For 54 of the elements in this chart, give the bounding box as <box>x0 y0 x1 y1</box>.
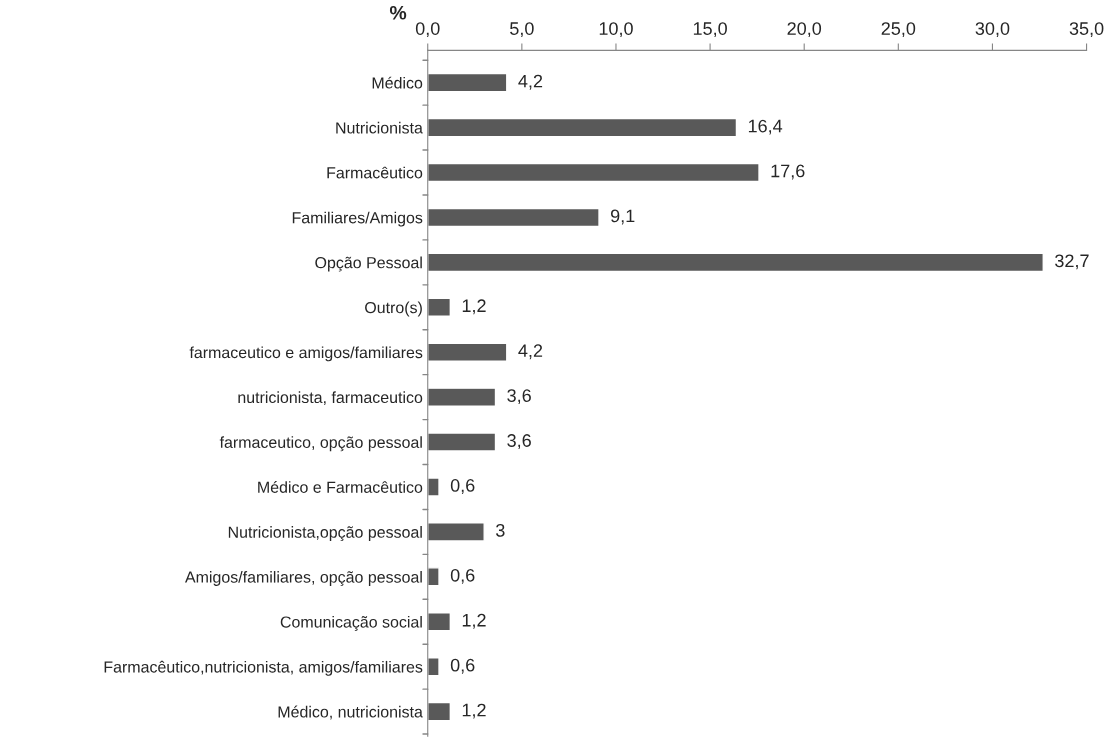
x-tick-label: 35,0 <box>1069 22 1104 38</box>
bar <box>427 477 440 497</box>
bar <box>427 117 738 138</box>
bar <box>427 522 485 542</box>
data-label: 0,6 <box>450 568 475 584</box>
bar <box>427 342 508 362</box>
y-tick-label: Amigos/familiares, opção pessoal <box>185 571 422 586</box>
x-tick-label: 10,0 <box>599 22 633 38</box>
data-label: 4,2 <box>518 74 543 90</box>
x-tick-label: 25,0 <box>881 22 916 38</box>
y-tick-label: Nutricionista <box>336 121 423 134</box>
bar <box>427 252 1044 273</box>
y-tick-label: farmaceutico, opção pessoal <box>219 436 422 452</box>
data-label: 3,6 <box>507 389 531 405</box>
y-tick-label: nutricionista, farmaceutico <box>238 391 423 405</box>
data-label: 1,2 <box>462 299 486 315</box>
x-tick-label: 30,0 <box>975 22 1010 38</box>
data-label: 1,2 <box>462 703 486 719</box>
y-tick-label: Nutricionista,opção pessoal <box>228 526 422 542</box>
y-tick-label: Opção Pessoal <box>315 256 422 272</box>
bar <box>427 656 440 677</box>
y-tick-label: Médico e Farmacêutico <box>258 481 423 493</box>
data-label: 3 <box>496 523 505 537</box>
x-tick-label: 0,0 <box>415 22 440 38</box>
x-tick-label: 5,0 <box>510 22 534 38</box>
y-tick-label: farmaceutico e amigos/familiares <box>189 346 423 362</box>
data-label: 32,7 <box>1055 254 1089 270</box>
bar <box>427 207 600 228</box>
bar <box>427 387 497 407</box>
data-label: 3,6 <box>507 434 531 450</box>
bar <box>427 612 452 632</box>
bar <box>427 297 452 317</box>
x-tick-label: 15,0 <box>693 22 727 38</box>
y-tick-label: Médico <box>372 76 423 89</box>
data-label: 0,6 <box>450 658 475 674</box>
data-label: 4,2 <box>518 344 543 360</box>
y-tick-label: Farmacêutico <box>327 166 423 179</box>
bar <box>427 162 760 183</box>
data-label: 1,2 <box>462 613 486 629</box>
y-tick-label: Comunicação social <box>280 615 422 631</box>
data-label: 16,4 <box>748 119 783 135</box>
x-tick-label: 20,0 <box>787 22 822 38</box>
y-tick-label: Farmacêutico,nutricionista, amigos/familiares <box>104 660 423 676</box>
y-tick-label: Médico, nutricionista <box>278 705 423 720</box>
y-tick-label: Outro(s) <box>365 301 422 317</box>
x-axis-title: % <box>389 5 407 20</box>
y-tick-label: Familiares/Amigos <box>292 211 423 227</box>
data-label: 0,6 <box>450 479 475 494</box>
bar <box>427 567 440 587</box>
data-label: 9,1 <box>610 209 635 225</box>
bar <box>427 432 497 452</box>
bar <box>427 701 452 722</box>
data-label: 17,6 <box>771 164 805 180</box>
bar <box>427 72 508 93</box>
